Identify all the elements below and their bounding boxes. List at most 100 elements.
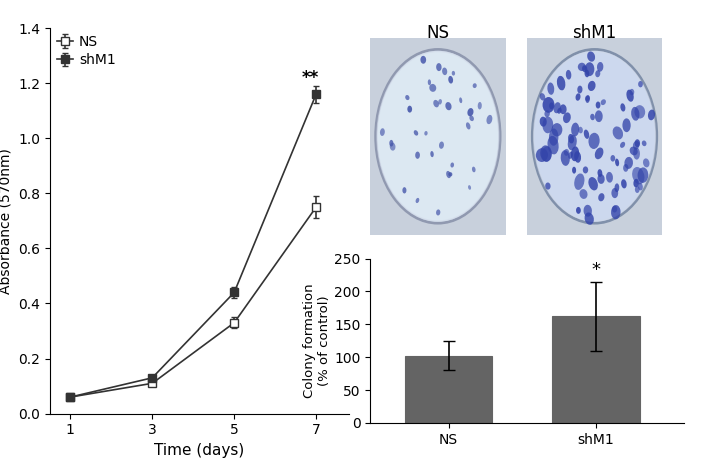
Ellipse shape xyxy=(590,114,595,120)
Ellipse shape xyxy=(595,110,602,122)
Ellipse shape xyxy=(478,102,482,110)
Ellipse shape xyxy=(424,131,428,135)
Ellipse shape xyxy=(621,179,627,188)
Ellipse shape xyxy=(442,68,447,75)
Ellipse shape xyxy=(575,93,580,101)
Ellipse shape xyxy=(430,151,434,157)
Ellipse shape xyxy=(459,97,462,103)
Y-axis label: Absorbance (570nm): Absorbance (570nm) xyxy=(0,148,13,294)
Ellipse shape xyxy=(582,65,587,72)
Ellipse shape xyxy=(629,89,634,95)
Ellipse shape xyxy=(638,81,643,87)
Bar xyxy=(404,356,493,423)
Ellipse shape xyxy=(634,139,640,147)
Ellipse shape xyxy=(566,70,571,79)
Ellipse shape xyxy=(466,122,471,129)
Ellipse shape xyxy=(472,167,476,172)
Ellipse shape xyxy=(549,102,554,109)
Ellipse shape xyxy=(564,149,569,156)
Ellipse shape xyxy=(571,123,579,136)
Ellipse shape xyxy=(576,207,581,214)
Ellipse shape xyxy=(588,81,595,91)
Ellipse shape xyxy=(557,108,562,114)
Ellipse shape xyxy=(486,115,493,124)
Ellipse shape xyxy=(545,182,550,189)
Ellipse shape xyxy=(449,76,453,84)
Ellipse shape xyxy=(540,93,545,101)
Ellipse shape xyxy=(642,141,646,146)
Ellipse shape xyxy=(584,205,592,217)
Ellipse shape xyxy=(439,141,444,149)
Ellipse shape xyxy=(533,49,656,223)
Ellipse shape xyxy=(635,186,639,193)
Ellipse shape xyxy=(540,117,547,127)
Y-axis label: Colony formation
(% of control): Colony formation (% of control) xyxy=(303,283,331,398)
Ellipse shape xyxy=(571,146,579,161)
Ellipse shape xyxy=(585,95,590,103)
Ellipse shape xyxy=(572,167,576,173)
Ellipse shape xyxy=(436,210,440,215)
Ellipse shape xyxy=(405,95,409,100)
Ellipse shape xyxy=(633,141,639,149)
Ellipse shape xyxy=(624,157,633,169)
Ellipse shape xyxy=(428,79,431,85)
Ellipse shape xyxy=(568,152,573,159)
Ellipse shape xyxy=(595,70,600,77)
Text: **: ** xyxy=(301,70,318,87)
Ellipse shape xyxy=(585,212,594,225)
Ellipse shape xyxy=(580,189,587,199)
Ellipse shape xyxy=(631,107,639,121)
Ellipse shape xyxy=(577,86,582,94)
Ellipse shape xyxy=(611,205,621,219)
Legend: NS, shM1: NS, shM1 xyxy=(57,35,116,67)
Ellipse shape xyxy=(610,155,615,162)
Ellipse shape xyxy=(614,183,619,192)
Ellipse shape xyxy=(634,179,639,188)
Ellipse shape xyxy=(583,166,588,173)
Ellipse shape xyxy=(606,172,613,183)
Ellipse shape xyxy=(648,110,655,120)
Text: shM1: shM1 xyxy=(572,24,617,41)
Ellipse shape xyxy=(473,83,477,88)
Ellipse shape xyxy=(414,130,418,136)
Ellipse shape xyxy=(597,62,603,72)
Ellipse shape xyxy=(467,108,473,116)
Ellipse shape xyxy=(588,177,598,190)
Ellipse shape xyxy=(620,103,625,111)
Ellipse shape xyxy=(389,142,395,151)
Ellipse shape xyxy=(561,150,570,166)
Ellipse shape xyxy=(376,49,500,223)
Ellipse shape xyxy=(612,205,617,212)
Ellipse shape xyxy=(445,102,451,110)
Ellipse shape xyxy=(588,133,600,149)
Ellipse shape xyxy=(543,97,555,113)
Ellipse shape xyxy=(612,188,618,198)
Ellipse shape xyxy=(548,82,554,95)
Ellipse shape xyxy=(612,126,623,140)
Ellipse shape xyxy=(622,118,631,132)
Ellipse shape xyxy=(446,171,451,178)
Ellipse shape xyxy=(643,158,649,167)
Ellipse shape xyxy=(638,182,643,190)
Ellipse shape xyxy=(598,193,604,201)
Ellipse shape xyxy=(574,151,581,163)
Ellipse shape xyxy=(416,198,419,203)
Ellipse shape xyxy=(434,100,439,107)
X-axis label: Time (days): Time (days) xyxy=(155,443,244,458)
Ellipse shape xyxy=(584,130,590,139)
Ellipse shape xyxy=(553,102,561,113)
Ellipse shape xyxy=(451,71,455,76)
Ellipse shape xyxy=(568,134,574,143)
Ellipse shape xyxy=(451,163,454,167)
Ellipse shape xyxy=(615,158,619,166)
Text: NS: NS xyxy=(426,24,449,41)
Ellipse shape xyxy=(578,127,583,133)
Ellipse shape xyxy=(601,99,606,105)
Ellipse shape xyxy=(436,63,441,71)
Ellipse shape xyxy=(542,146,552,162)
Ellipse shape xyxy=(637,167,648,183)
Ellipse shape xyxy=(536,148,548,162)
Ellipse shape xyxy=(563,112,571,123)
Ellipse shape xyxy=(585,62,595,76)
Ellipse shape xyxy=(595,148,604,159)
